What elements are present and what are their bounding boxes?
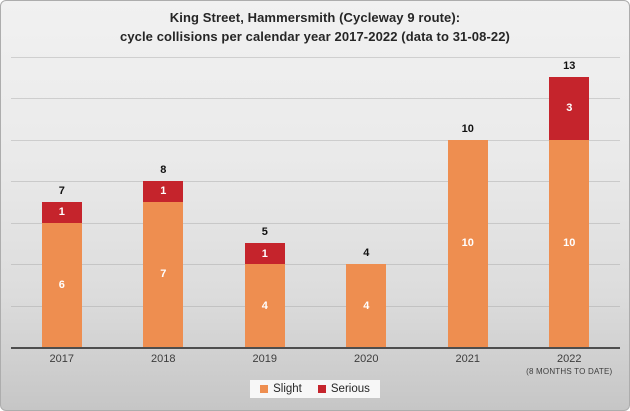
- bar-2018-serious: 1: [143, 181, 184, 202]
- bar-2019-slight: 4: [244, 264, 285, 347]
- legend-label-serious: Serious: [330, 383, 370, 395]
- bar-2022-serious: 3: [549, 77, 590, 140]
- x-axis-label-2019: 2019: [252, 353, 277, 365]
- legend: Slight Serious: [1, 380, 629, 398]
- legend-item-serious: Serious: [317, 383, 370, 395]
- legend-swatch-slight: [260, 385, 269, 393]
- bar-2018-slight: 7: [143, 201, 184, 347]
- bar-total-label: 8: [160, 164, 167, 176]
- legend-label-slight: Slight: [273, 383, 302, 395]
- bar-value-label: 1: [160, 185, 167, 198]
- legend-item-slight: Slight: [260, 383, 302, 395]
- bar-2021-slight: 10: [447, 139, 488, 347]
- bar-value-label: 4: [363, 299, 370, 312]
- x-axis-line: [11, 347, 620, 349]
- x-axis-label-2017: 2017: [49, 353, 74, 365]
- bar-value-label: 6: [58, 278, 65, 291]
- gridline-y12: [11, 98, 620, 99]
- bar-value-label: 1: [58, 206, 65, 219]
- gridline-y2: [11, 305, 620, 307]
- bar-total-label: 10: [461, 122, 474, 135]
- x-axis-label-2021: 2021: [455, 353, 480, 365]
- gridline-y8: [11, 181, 620, 182]
- bar-value-label: 3: [566, 102, 573, 115]
- bar-total-label: 5: [261, 226, 268, 239]
- bar-2022-slight: 10: [549, 139, 590, 347]
- legend-swatch-serious: [317, 385, 326, 393]
- chart-title-line2: cycle collisions per calendar year 2017-…: [119, 28, 510, 44]
- bar-value-label: 10: [461, 237, 474, 250]
- gridline-y6: [11, 222, 620, 224]
- x-axis-label-2022: 2022: [557, 353, 582, 365]
- bar-2017-slight: 6: [41, 222, 82, 347]
- chart-title: King Street, Hammersmith (Cycleway 9 rou…: [1, 9, 629, 46]
- bar-value-label: 10: [563, 237, 576, 250]
- x-axis-label-2020: 2020: [354, 353, 379, 365]
- bar-total-label: 4: [363, 247, 370, 259]
- bar-total-label: 7: [58, 184, 65, 197]
- bar-2017-serious: 1: [41, 201, 82, 223]
- bar-2020-slight: 4: [346, 264, 387, 347]
- x-axis-label-2018: 2018: [151, 353, 176, 365]
- bar-value-label: 1: [261, 247, 268, 260]
- gridline-y14: [11, 56, 620, 58]
- x-axis-sublabel-2022: (8 MONTHS TO DATE): [526, 367, 613, 376]
- legend-box: Slight Serious: [250, 380, 380, 398]
- chart-title-line1: King Street, Hammersmith (Cycleway 9 rou…: [169, 10, 461, 25]
- gridline-y4: [11, 264, 620, 265]
- bar-2019-serious: 1: [244, 243, 285, 264]
- gridline-y10: [11, 139, 620, 141]
- bar-value-label: 7: [160, 268, 167, 281]
- bar-value-label: 4: [261, 299, 268, 312]
- bar-total-label: 13: [563, 60, 576, 73]
